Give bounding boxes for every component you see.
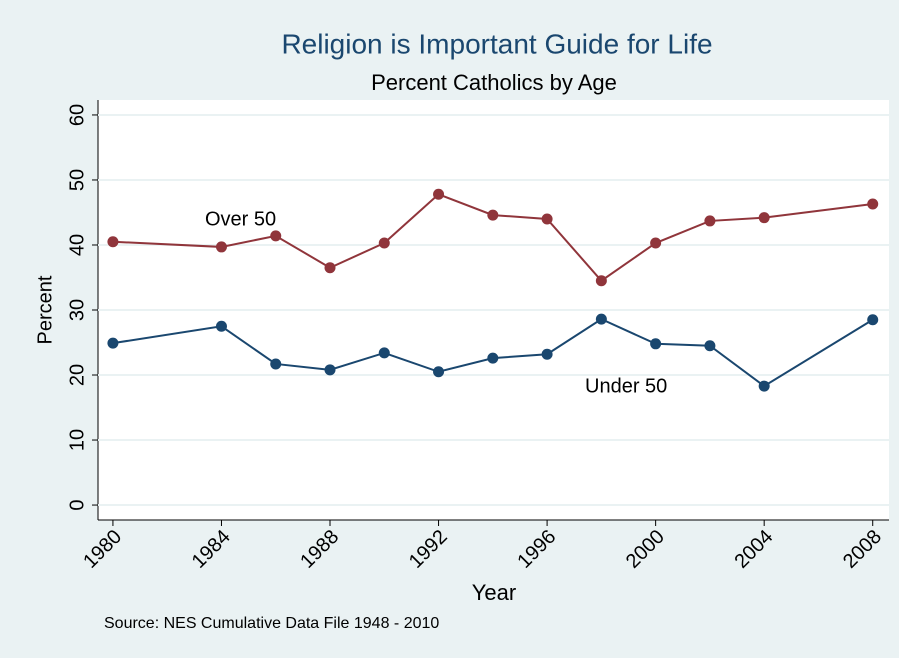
data-point (324, 262, 336, 274)
data-point (433, 366, 445, 378)
chart-subtitle: Percent Catholics by Age (371, 70, 617, 95)
data-point (215, 320, 227, 332)
data-point (107, 236, 119, 248)
source-note: Source: NES Cumulative Data File 1948 - … (104, 615, 439, 632)
y-tick-label: 30 (66, 299, 88, 321)
data-point (758, 380, 770, 392)
y-tick-label: 60 (66, 104, 88, 126)
y-tick-label: 40 (66, 234, 88, 256)
data-point (595, 275, 607, 287)
data-point (867, 314, 879, 326)
data-point (541, 213, 553, 225)
y-tick-label: 10 (66, 429, 88, 451)
data-point (378, 237, 390, 249)
data-point (541, 348, 553, 360)
data-point (270, 358, 282, 370)
data-point (650, 338, 662, 350)
data-point (650, 237, 662, 249)
data-point (270, 230, 282, 242)
data-point (487, 209, 499, 221)
data-point (378, 347, 390, 359)
data-point (704, 215, 716, 227)
y-tick-label: 50 (66, 169, 88, 191)
data-point (704, 340, 716, 352)
chart-title: Religion is Important Guide for Life (281, 28, 712, 59)
data-point (758, 212, 770, 224)
y-axis-label: Percent (34, 275, 56, 344)
data-point (107, 337, 119, 349)
series-label: Over 50 (205, 208, 276, 230)
data-point (595, 313, 607, 325)
data-point (867, 198, 879, 210)
data-point (324, 364, 336, 376)
y-tick-label: 20 (66, 364, 88, 386)
data-point (487, 352, 499, 364)
series-label: Under 50 (585, 375, 667, 397)
data-point (215, 241, 227, 253)
data-point (433, 188, 445, 200)
y-tick-label: 0 (66, 499, 88, 510)
x-axis-label: Year (472, 580, 516, 605)
